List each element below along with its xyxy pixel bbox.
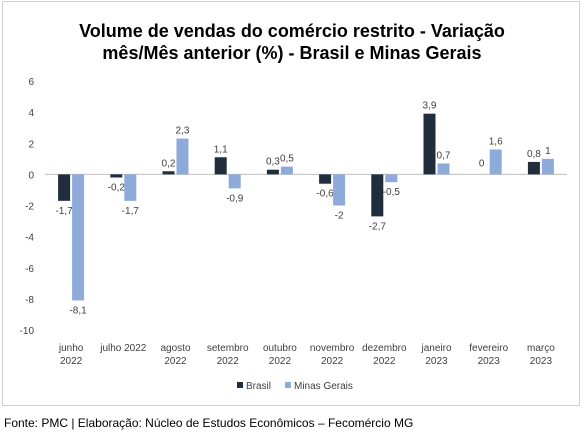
x-tick-label: junho [58,343,84,354]
x-tick-label: agosto [160,343,190,354]
x-tick-label: fevereiro [469,343,508,354]
bar-minas-gerais [489,149,502,175]
bar-brasil [423,113,436,175]
x-tick-label: 2022 [269,356,292,367]
y-tick-label: 2 [28,139,34,150]
bar-minas-gerais [437,163,450,175]
y-tick-label: -2 [25,202,34,213]
x-tick-label: 2022 [373,356,396,367]
y-tick-label: -6 [25,264,34,275]
x-tick-label: dezembro [362,343,407,354]
footer-source-note: Fonte: PMC | Elaboração: Núcleo de Estud… [4,416,414,430]
x-tick-label: outubro [263,343,297,354]
bar-minas-gerais [541,158,554,175]
bar-minas-gerais [385,174,398,183]
data-label-minas-gerais: -1,7 [122,206,140,217]
data-label-brasil: -1,7 [55,206,73,217]
data-label-brasil: -0,6 [316,189,334,200]
x-tick-label: julho 2022 [99,343,147,354]
bar-brasil [527,161,540,175]
bar-minas-gerais [176,138,189,175]
x-tick-label: 2022 [60,356,83,367]
x-tick-label: setembro [207,343,249,354]
y-tick-label: 4 [28,108,34,119]
data-label-brasil: -2,7 [369,221,387,232]
y-tick-label: -8 [25,295,34,306]
data-label-minas-gerais: -0,9 [226,193,244,204]
chart-frame: Volume de vendas do comércio restrito - … [2,1,580,406]
legend-label-brasil: Brasil [246,381,271,392]
chart-plot: 6 4 2 0 -2 -4 -6 -8 -10 -1,7 -0,2 0,2 1,1 0,3 -0,6 -2,7… [20,77,567,392]
bar-brasil [214,157,227,175]
y-tick-label: 0 [28,170,34,181]
chart-title: Volume de vendas do comércio restrito - … [3,20,581,64]
data-label-minas-gerais: 1,6 [489,136,503,147]
data-label-brasil: 1,1 [214,144,228,155]
chart-title-line-2: mês/Mês anterior (%) - Brasil e Minas Ge… [102,43,482,63]
y-tick-label: 6 [28,77,34,88]
y-tick-label: -4 [25,233,34,244]
bar-brasil [162,171,175,175]
bar-brasil [266,169,279,175]
bar-minas-gerais [228,174,241,189]
bar-brasil [110,174,123,178]
bar-brasil [58,174,71,201]
data-label-brasil: -0,2 [108,182,126,193]
bar-brasil [371,174,384,217]
x-tick-label: 2023 [425,356,448,367]
legend-swatch-brasil [237,382,243,388]
x-tick-label: 2023 [530,356,553,367]
data-label-brasil: 0,2 [162,158,176,169]
bar-brasil [319,174,332,184]
legend-swatch-minas-gerais [285,382,291,388]
data-label-minas-gerais: -8,1 [69,305,87,316]
bar-minas-gerais [333,174,346,206]
data-label-minas-gerais: 2,3 [176,126,190,137]
data-label-brasil: 0,3 [266,157,280,168]
x-tick-label: 2022 [217,356,240,367]
data-label-minas-gerais: -0,5 [383,187,401,198]
x-tick-label: 2022 [321,356,344,367]
bar-minas-gerais [280,166,293,175]
data-label-minas-gerais: 1 [545,146,551,157]
data-label-brasil: 3,9 [423,101,437,112]
legend-label-minas-gerais: Minas Gerais [294,381,353,392]
x-tick-label: janeiro [420,343,451,354]
data-label-brasil: 0,8 [527,149,541,160]
x-tick-label: novembro [310,343,355,354]
chart-title-line-1: Volume de vendas do comércio restrito - … [79,21,505,41]
x-tick-label: março [527,343,555,354]
data-label-minas-gerais: 0,5 [280,154,294,165]
data-label-brasil: 0 [479,158,485,169]
x-tick-label: 2022 [164,356,187,367]
bar-minas-gerais [124,174,137,201]
data-label-minas-gerais: -2 [335,211,344,222]
bar-minas-gerais [72,174,85,301]
x-tick-label: 2023 [478,356,501,367]
data-label-minas-gerais: 0,7 [437,150,451,161]
y-tick-label: -10 [20,326,35,337]
